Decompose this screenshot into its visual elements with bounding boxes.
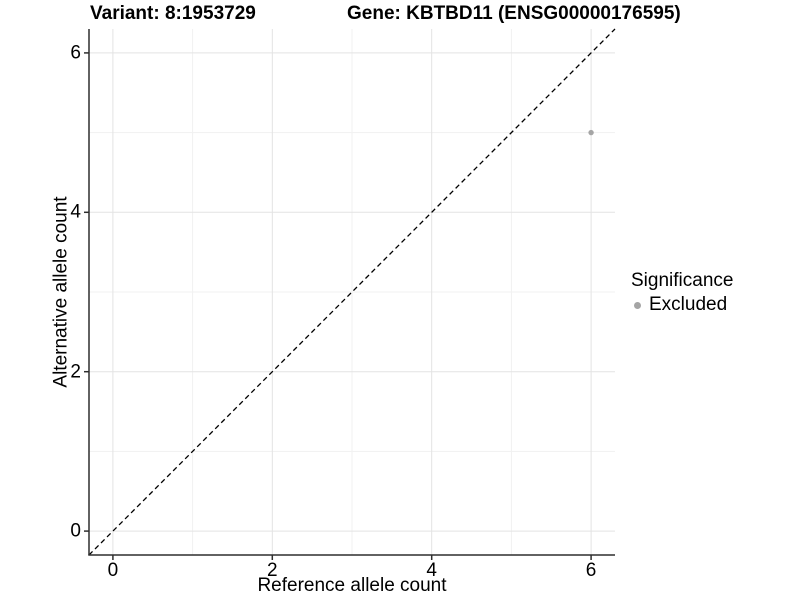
y-tick-label: 6: [70, 42, 81, 64]
y-tick-label: 4: [70, 201, 81, 223]
legend-entries: Excluded: [631, 295, 733, 315]
x-tick-label: 4: [426, 560, 437, 581]
legend-entry-label: Excluded: [649, 294, 728, 315]
x-axis-label: Reference allele count: [257, 575, 447, 596]
plot-title-gene: Gene: KBTBD11 (ENSG00000176595): [347, 3, 681, 24]
identity-dashed-line: [88, 28, 616, 556]
legend: Significance Excluded: [631, 271, 733, 315]
legend-entry: Excluded: [631, 295, 733, 315]
data-point: [588, 129, 594, 136]
x-tick-label: 2: [267, 560, 278, 581]
x-tick-label: 0: [107, 560, 119, 581]
y-tick-label: 0: [70, 520, 81, 542]
plot-title-variant: Variant: 8:1953729: [90, 3, 256, 24]
legend-title: Significance: [631, 270, 734, 291]
legend-key-dot-icon: [634, 301, 641, 309]
y-axis-label: Alternative allele count: [50, 196, 72, 388]
y-tick-label: 2: [70, 361, 81, 383]
x-tick-label: 6: [585, 560, 597, 581]
